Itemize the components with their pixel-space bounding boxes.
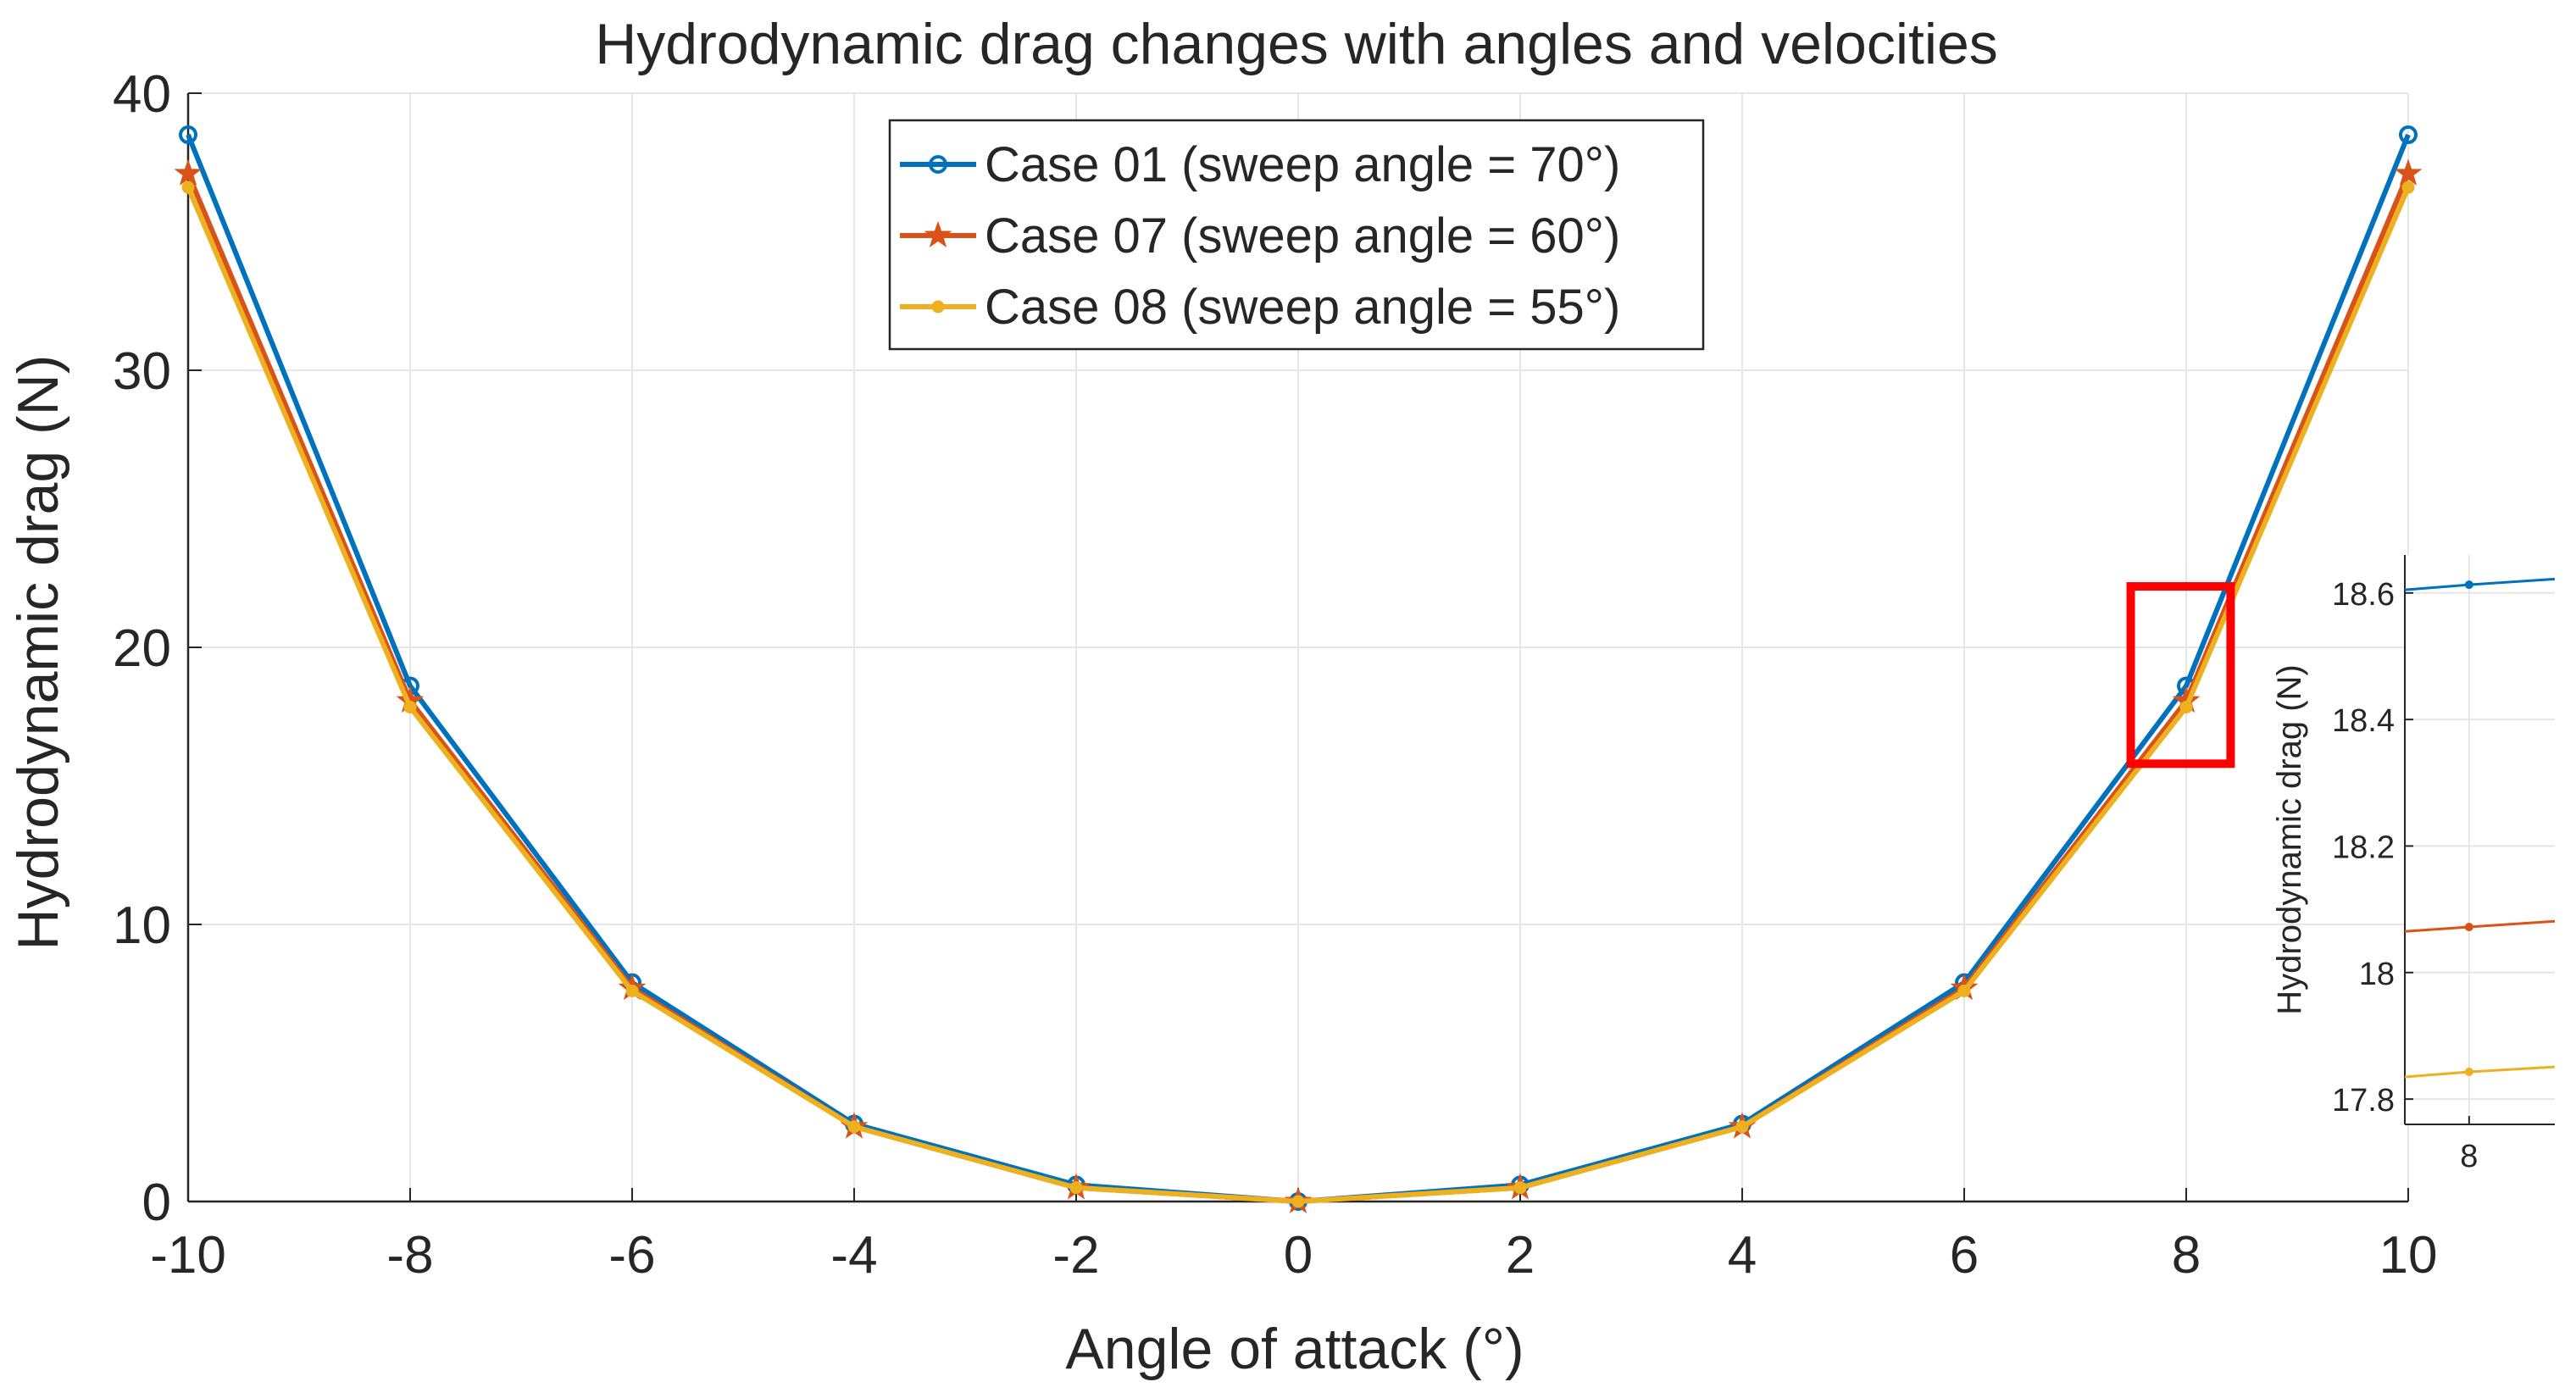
legend-box (888, 119, 1705, 351)
inset-series-1 (2404, 577, 2556, 591)
x-tick-label: -8 (386, 1226, 433, 1285)
inset-y-axis-label: Hydrodynamic drag (N) (2271, 664, 2308, 1014)
legend-item: Case 01 (sweep angle = 70°) (900, 137, 1620, 192)
data-point (1513, 1181, 1527, 1195)
inset-data-point (2464, 580, 2473, 590)
data-point (2179, 701, 2193, 714)
x-axis-label: Angle of attack (°) (1065, 1317, 1524, 1381)
inset-zoom-plot: 17.8 18 18.2 18.4 18.6 8 Hydrodynamic drag (N) (2271, 555, 2556, 1174)
data-point (1957, 984, 1971, 997)
data-point (1069, 1181, 1083, 1195)
data-point (181, 180, 195, 194)
legend-marker (924, 220, 952, 247)
legend: Case 01 (sweep angle = 70°) Case 07 (swee… (888, 119, 1705, 351)
x-tick-label: -2 (1052, 1226, 1099, 1285)
x-tick-label: 6 (1950, 1226, 1979, 1285)
inset-y-tick-label: 18.6 (2332, 577, 2395, 613)
x-tick-label: 4 (1728, 1226, 1757, 1285)
zoom-highlight-box (2126, 582, 2235, 769)
data-point (847, 1120, 861, 1134)
legend-marker (929, 155, 947, 174)
legend-label: Case 01 (sweep angle = 70°) (985, 137, 1620, 192)
series-3 (181, 180, 2415, 1208)
y-tick-label: 10 (113, 896, 171, 955)
y-tick-label: 0 (142, 1174, 171, 1232)
data-point (1291, 1195, 1305, 1208)
data-point (179, 125, 197, 145)
legend-item: Case 07 (sweep angle = 60°) (900, 208, 1620, 264)
inset-data-point (2464, 1068, 2473, 1077)
highlight-box-group (2126, 582, 2235, 769)
y-tick-label: 20 (113, 619, 171, 678)
inset-series-2 (2404, 919, 2556, 933)
data-point (2399, 125, 2418, 145)
legend-label: Case 07 (sweep angle = 60°) (985, 208, 1620, 264)
data-point (1735, 1120, 1749, 1134)
x-tick-label: -4 (830, 1226, 877, 1285)
inset-x-tick-label: 8 (2460, 1139, 2478, 1174)
inset-data-point (2464, 923, 2473, 932)
x-tick-label: 10 (2379, 1226, 2438, 1285)
chart-title: Hydrodynamic drag changes with angles an… (595, 12, 1998, 76)
x-tick-label: 8 (2172, 1226, 2201, 1285)
data-point (625, 984, 639, 997)
x-tick-label: -6 (608, 1226, 655, 1285)
inset-y-tick-label: 18 (2359, 957, 2395, 992)
legend-marker (931, 300, 945, 314)
y-tick-label: 30 (113, 342, 171, 401)
data-point (2401, 180, 2415, 194)
x-tick-label: 0 (1284, 1226, 1313, 1285)
inset-series-3 (2404, 1065, 2556, 1079)
main-axes: -10 -8 -6 -4 -2 0 2 4 6 8 10 0 10 20 30 40 (113, 65, 2437, 1285)
inset-y-tick-label: 18.4 (2332, 703, 2395, 739)
data-point (2394, 158, 2423, 186)
data-point (174, 158, 203, 186)
data-point (403, 701, 417, 714)
y-tick-label: 40 (113, 65, 171, 124)
x-tick-label: -10 (150, 1226, 226, 1285)
x-tick-label: 2 (1506, 1226, 1535, 1285)
main-series (174, 125, 2423, 1213)
inset-background (2405, 555, 2555, 1124)
inset-y-tick-label: 17.8 (2332, 1083, 2395, 1118)
inset-y-tick-label: 18.2 (2332, 830, 2395, 865)
legend-label: Case 08 (sweep angle = 55°) (985, 280, 1620, 335)
y-axis-label: Hydrodynamic drag (N) (6, 355, 70, 951)
legend-item: Case 08 (sweep angle = 55°) (900, 280, 1620, 335)
